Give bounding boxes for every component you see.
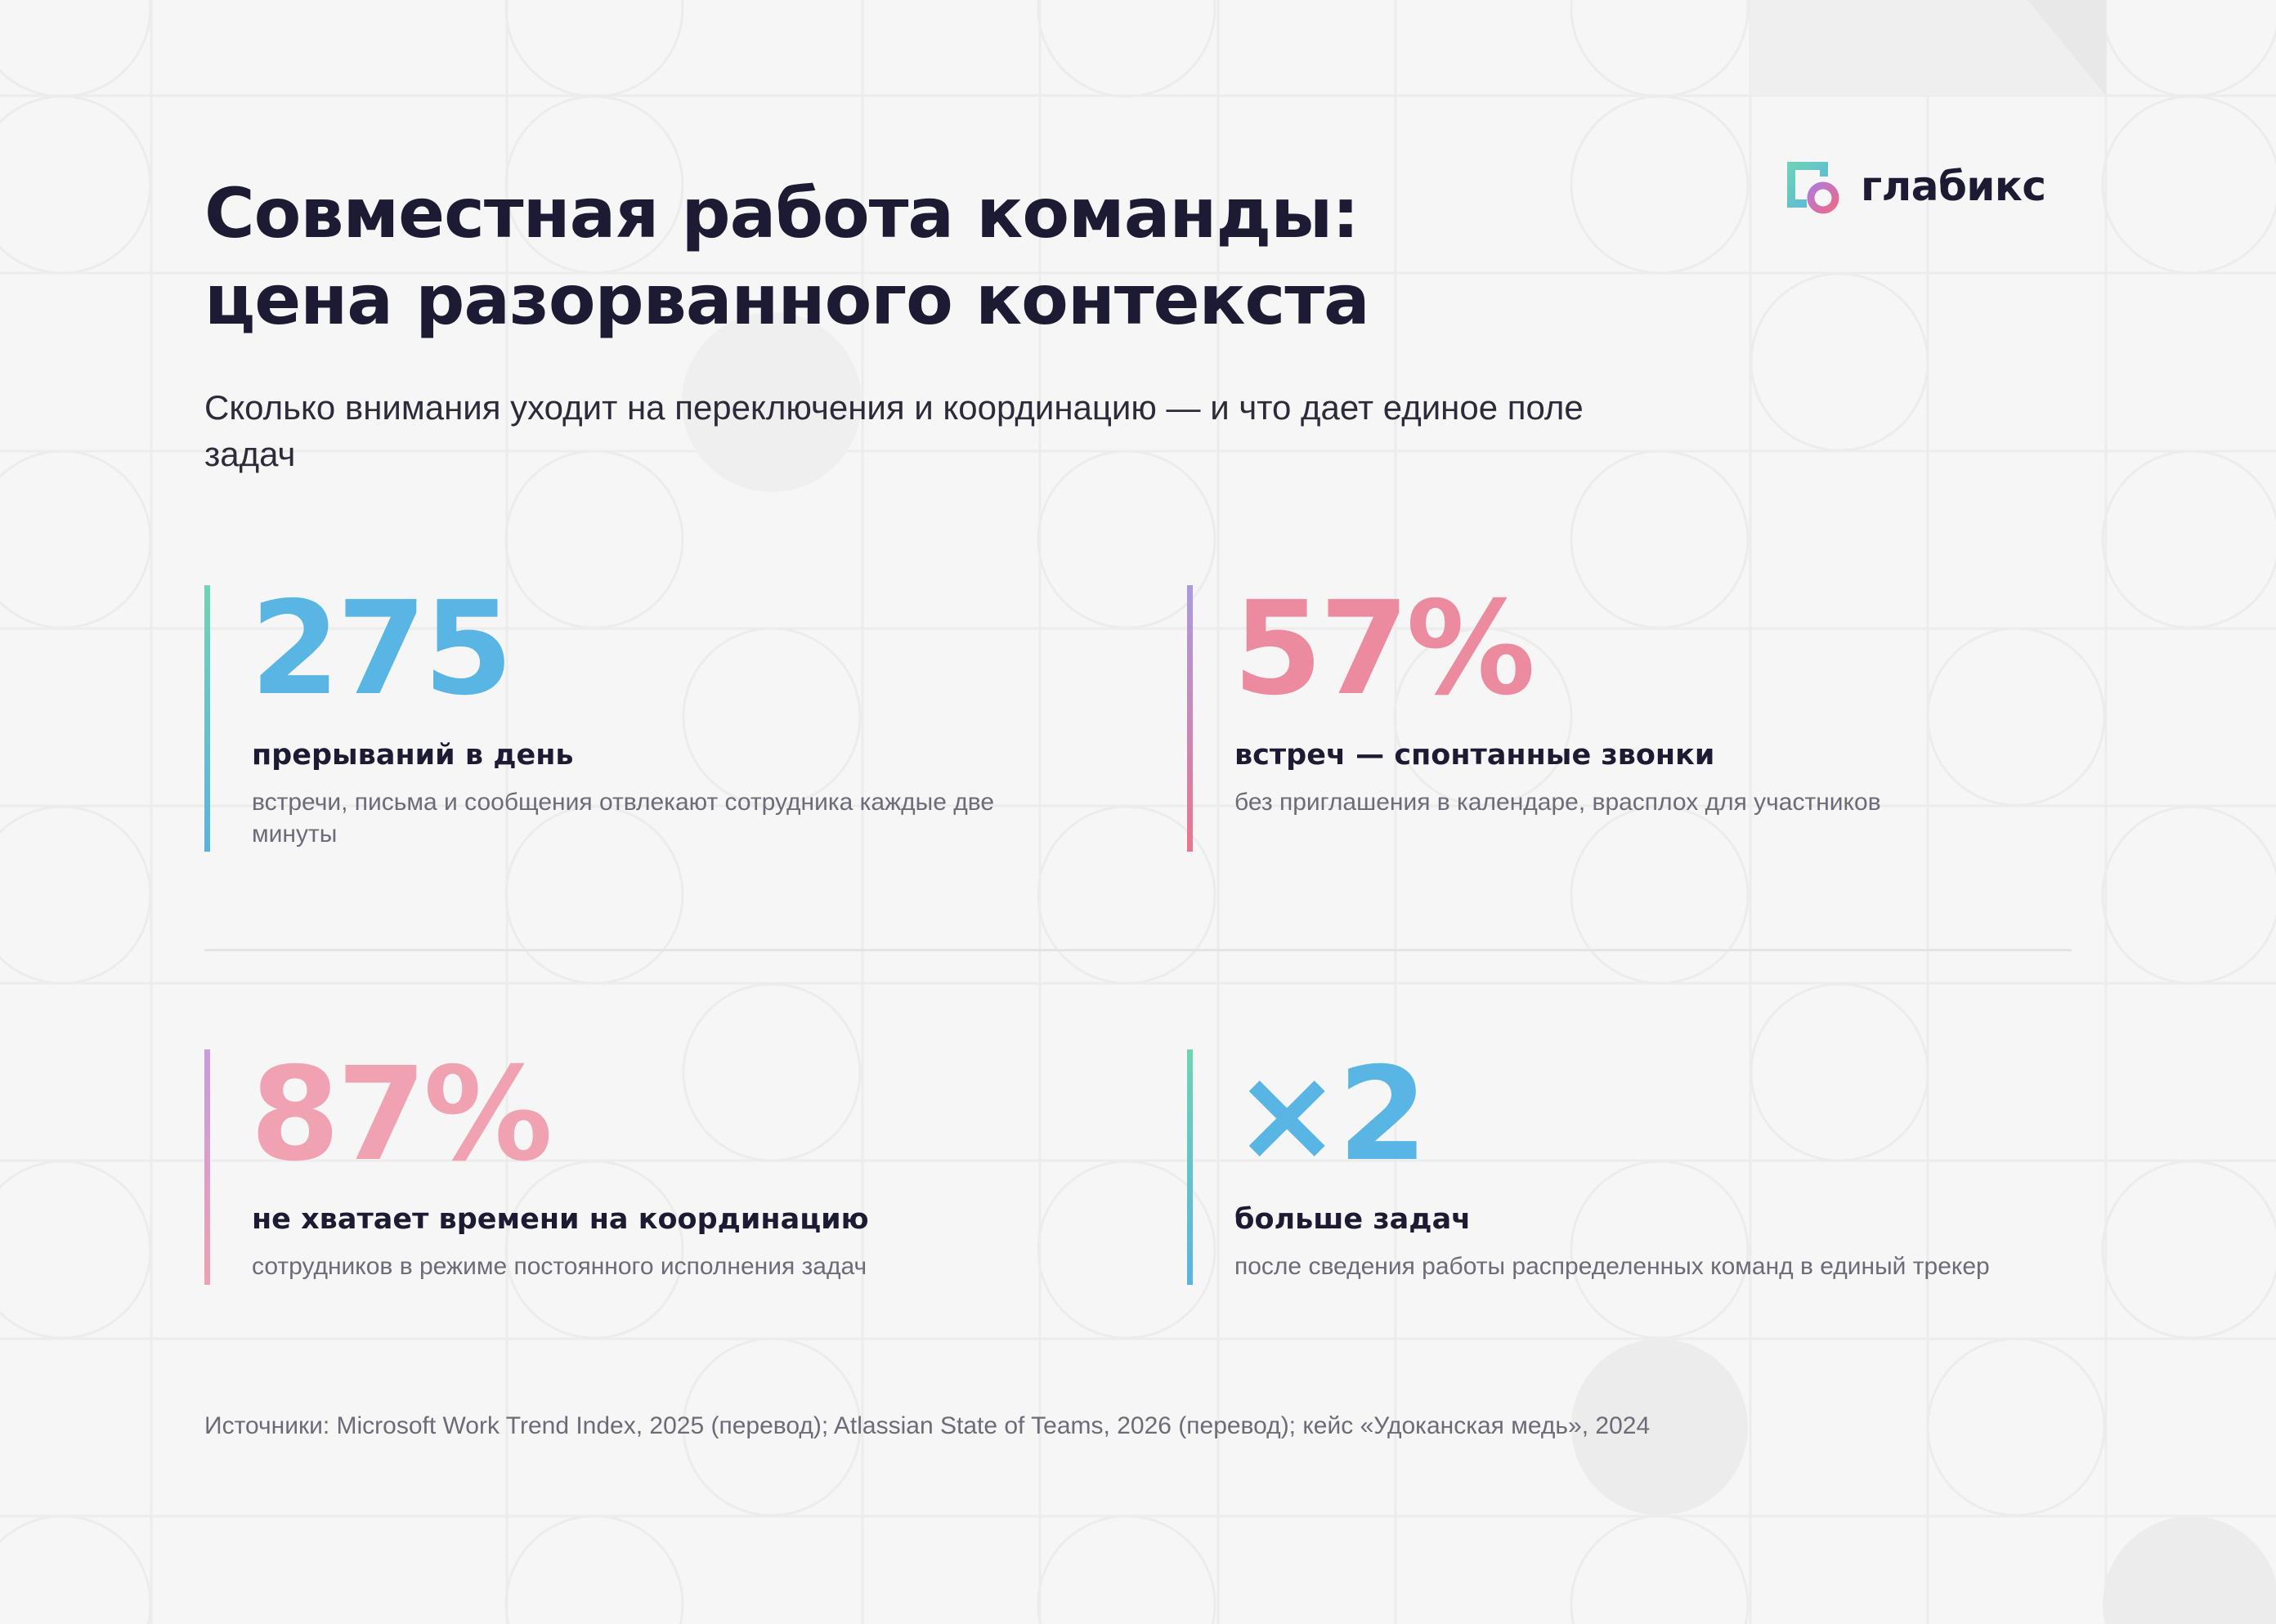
stat-label: больше задач	[1234, 1203, 1472, 1236]
sources-footnote: Источники: Microsoft Work Trend Index, 2…	[204, 1412, 1651, 1439]
brand-logo: глабикс	[1782, 157, 2046, 216]
accent-bar	[204, 585, 210, 852]
stat-description: встречи, письма и сообщения отвлекают со…	[252, 789, 995, 848]
section-divider	[204, 949, 2072, 951]
accent-bar	[204, 1049, 210, 1285]
stat-description: сотрудников в режиме постоянного исполне…	[252, 1253, 867, 1280]
title-line-1: Совместная работа команды:	[204, 173, 1360, 253]
stat-value: 275	[250, 574, 513, 724]
stat-description: после сведения работы распределенных ком…	[1234, 1253, 1990, 1280]
stat-more-tasks: ×2 больше задач после сведения работы ра…	[1187, 1049, 2086, 1285]
page-title: Совместная работа команды: цена разорван…	[204, 170, 1676, 343]
title-line-2: цена разорванного контекста	[204, 260, 1370, 340]
stat-label: встреч — спонтанные звонки	[1234, 739, 1715, 772]
stat-label: прерываний в день	[252, 739, 574, 772]
stat-description: без приглашения в календаре, врасплох дл…	[1234, 789, 1881, 816]
page-subtitle: Сколько внимания уходит на переключения …	[204, 388, 1584, 473]
stat-label: не хватает времени на координацию	[252, 1203, 869, 1236]
brand-name: глабикс	[1861, 163, 2046, 210]
stat-interruptions: 275 прерываний в день встречи, письма и …	[204, 574, 1104, 852]
stat-value: 57%	[1233, 574, 1535, 724]
stat-value: ×2	[1233, 1040, 1427, 1190]
stat-value: 87%	[250, 1040, 553, 1190]
brand-logo-icon	[1787, 162, 1839, 214]
accent-bar	[1187, 585, 1193, 852]
stat-coordination-time: 87% не хватает времени на координацию со…	[204, 1049, 1104, 1285]
accent-bar	[1187, 1049, 1193, 1285]
stat-spontaneous-calls: 57% встреч — спонтанные звонки без пригл…	[1187, 574, 2086, 852]
